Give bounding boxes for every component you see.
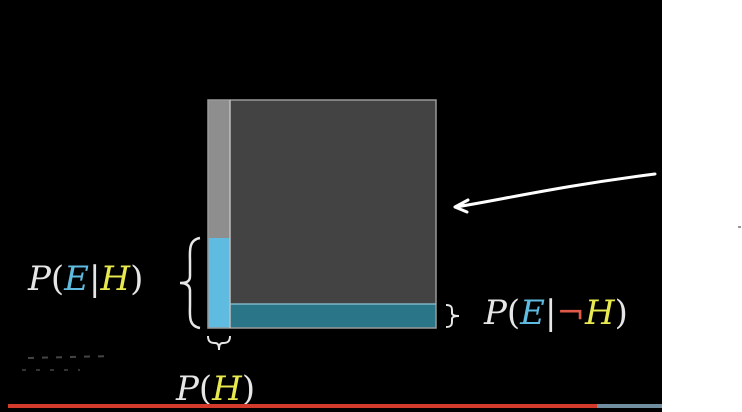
square-outline xyxy=(207,99,437,329)
label-paren: ( xyxy=(198,369,213,409)
not-h-region xyxy=(230,100,436,304)
label-paren: ( xyxy=(50,259,65,299)
bayes-diagram xyxy=(22,99,657,371)
label-bar: | xyxy=(544,293,557,333)
video-frame[interactable]: P(E|H) P(E|¬H) P(H) xyxy=(0,0,662,412)
h-and-e-region xyxy=(208,238,230,328)
label-h: H xyxy=(100,259,131,299)
down-curly-brace-icon xyxy=(207,335,231,351)
label-symbol: P xyxy=(484,293,507,333)
label-h: H xyxy=(584,293,615,333)
h-not-e-region xyxy=(208,100,230,238)
label-h: H xyxy=(212,369,242,409)
video-progress-bar[interactable] xyxy=(8,404,662,408)
label-p-e-given-not-h: P(E|¬H) xyxy=(484,296,628,330)
label-paren: ) xyxy=(241,369,256,409)
label-e: E xyxy=(64,259,89,299)
progress-played xyxy=(8,404,597,408)
left-curly-brace-icon xyxy=(179,236,201,330)
label-symbol: P xyxy=(28,259,51,299)
right-curly-brace-icon xyxy=(445,304,460,328)
arrow-icon xyxy=(453,172,657,214)
label-symbol: P xyxy=(176,369,199,409)
label-p-e-given-h: P(E|H) xyxy=(28,262,143,296)
label-p-h: P(H) xyxy=(176,372,255,406)
label-e: E xyxy=(520,293,545,333)
label-paren: ) xyxy=(130,259,144,299)
label-paren: ( xyxy=(506,293,521,333)
label-bar: | xyxy=(88,259,101,299)
label-paren: ) xyxy=(614,293,628,333)
label-not: ¬ xyxy=(556,293,585,333)
stray-mark xyxy=(27,355,113,359)
not-h-and-e-region xyxy=(230,304,436,328)
edge-mark xyxy=(738,226,741,228)
